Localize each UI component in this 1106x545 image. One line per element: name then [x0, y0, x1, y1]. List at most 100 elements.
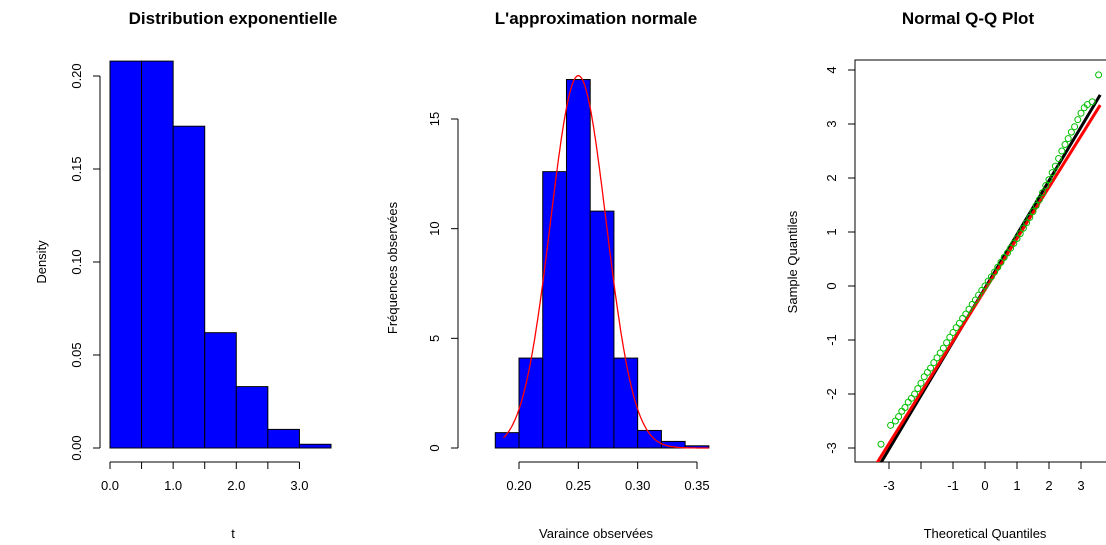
- x-tick-label: 0.20: [506, 478, 531, 493]
- y-tick-label: 15: [427, 112, 442, 126]
- x-tick-label: 2.0: [227, 478, 245, 493]
- chart-title: Normal Q-Q Plot: [902, 9, 1035, 28]
- x-axis-label: Theoretical Quantiles: [924, 526, 1047, 541]
- histogram-bar: [494, 432, 520, 449]
- x-tick-label: 1.0: [164, 478, 182, 493]
- histogram-bar: [565, 79, 591, 449]
- axes: -3 -1 0 1 2 3 -3 -2 -1 0 1 2 3 4: [824, 66, 1085, 493]
- histogram-bar: [109, 60, 143, 449]
- qq-point: [975, 291, 983, 299]
- y-tick-label: 0.00: [69, 435, 84, 460]
- x-tick-label: -3: [883, 478, 895, 493]
- qq-point: [930, 359, 938, 367]
- qq-point: [877, 440, 885, 448]
- y-tick-label: 0.20: [69, 63, 84, 88]
- qq-point: [914, 385, 922, 393]
- qq-point: [911, 390, 919, 398]
- x-tick-label: 2: [1045, 478, 1052, 493]
- y-tick-label: -3: [824, 442, 839, 454]
- qq-point: [962, 310, 970, 318]
- qq-point: [1067, 128, 1075, 136]
- qq-point: [936, 349, 944, 357]
- qq-point: [917, 379, 925, 387]
- qq-point: [904, 398, 912, 406]
- qq-point: [949, 328, 957, 336]
- reference-lines: [875, 94, 1102, 462]
- qq-point: [1058, 147, 1066, 155]
- qq-point: [1064, 135, 1072, 143]
- y-tick-label: 4: [824, 66, 839, 73]
- x-axis-label: t: [231, 526, 235, 541]
- histogram-bar: [613, 357, 639, 449]
- histogram-bar: [141, 60, 174, 449]
- qq-point: [1055, 155, 1063, 163]
- y-tick-label: -1: [824, 334, 839, 346]
- qq-point: [1045, 176, 1053, 184]
- qq-point: [901, 404, 909, 411]
- y-axis-label: Sample Quantiles: [785, 210, 800, 313]
- histogram-bar: [637, 429, 662, 449]
- y-tick-label: 0.15: [69, 156, 84, 181]
- panel-normal-approx: L'approximation normale Varaince observé…: [385, 9, 710, 541]
- qq-point: [1042, 182, 1050, 190]
- panel-exponential: Distribution exponentielle t Density 0.0…: [34, 9, 337, 541]
- qq-point: [920, 373, 928, 381]
- qq-point: [1016, 230, 1024, 238]
- qq-point: [1061, 141, 1069, 149]
- x-tick-label: 0.0: [101, 478, 119, 493]
- qq-point: [955, 319, 963, 327]
- qq-point: [971, 296, 979, 304]
- x-axis-label: Varaince observées: [539, 526, 653, 541]
- y-tick-label: 10: [427, 221, 442, 235]
- panel-qq-plot: Normal Q-Q Plot Theoretical Quantiles Sa…: [785, 9, 1106, 541]
- qq-point: [927, 364, 935, 372]
- normal-density-curve: [503, 75, 709, 449]
- qq-point: [1095, 71, 1103, 79]
- points: [877, 71, 1103, 448]
- qq-point: [1048, 169, 1056, 177]
- chart-title: Distribution exponentielle: [129, 9, 338, 28]
- x-tick-label: 0.35: [684, 478, 709, 493]
- qq-point: [1007, 244, 1015, 252]
- histogram-bar: [235, 386, 269, 449]
- qq-point: [981, 282, 989, 290]
- plot-box: [854, 59, 1106, 463]
- y-tick-label: 0: [427, 444, 442, 451]
- qq-point: [1010, 239, 1018, 247]
- overlay-curve: [503, 75, 709, 449]
- x-tick-label: 1: [1013, 478, 1020, 493]
- qq-point: [1035, 196, 1043, 204]
- qq-point: [887, 421, 895, 429]
- qq-point: [946, 333, 954, 341]
- y-tick-label: -2: [824, 388, 839, 400]
- qq-point: [1074, 116, 1082, 124]
- y-tick-label: 0: [824, 282, 839, 289]
- histogram-bar: [518, 357, 544, 449]
- qq-point: [1077, 109, 1085, 117]
- qq-point: [1026, 213, 1034, 221]
- qq-point: [1088, 98, 1096, 106]
- histogram-bar: [298, 443, 332, 449]
- y-tick-label: 2: [824, 174, 839, 181]
- bars: [494, 79, 710, 449]
- histogram-bar: [589, 210, 615, 449]
- qq-point: [1071, 123, 1079, 131]
- x-tick-label: -1: [947, 478, 959, 493]
- qq-point: [1032, 202, 1040, 210]
- qq-point: [907, 394, 915, 402]
- qq-point: [1013, 234, 1021, 242]
- axes: 0.0 1.0 2.0 3.0 0.00 0.05 0.10 0.15 0.20: [69, 63, 308, 493]
- qq-point: [1029, 207, 1037, 215]
- histogram-bar: [172, 125, 206, 449]
- histogram-bar: [660, 440, 686, 449]
- y-tick-label: 5: [427, 335, 442, 342]
- qq-point: [1003, 249, 1011, 257]
- y-tick-label: 0.10: [69, 249, 84, 274]
- histogram-bar: [267, 428, 300, 449]
- x-tick-label: 0.30: [625, 478, 650, 493]
- qq-point: [923, 368, 931, 376]
- qq-point: [943, 339, 951, 347]
- x-tick-label: 0: [981, 478, 988, 493]
- y-axis-label: Fréquences observées: [385, 201, 400, 334]
- y-tick-label: 0.05: [69, 342, 84, 367]
